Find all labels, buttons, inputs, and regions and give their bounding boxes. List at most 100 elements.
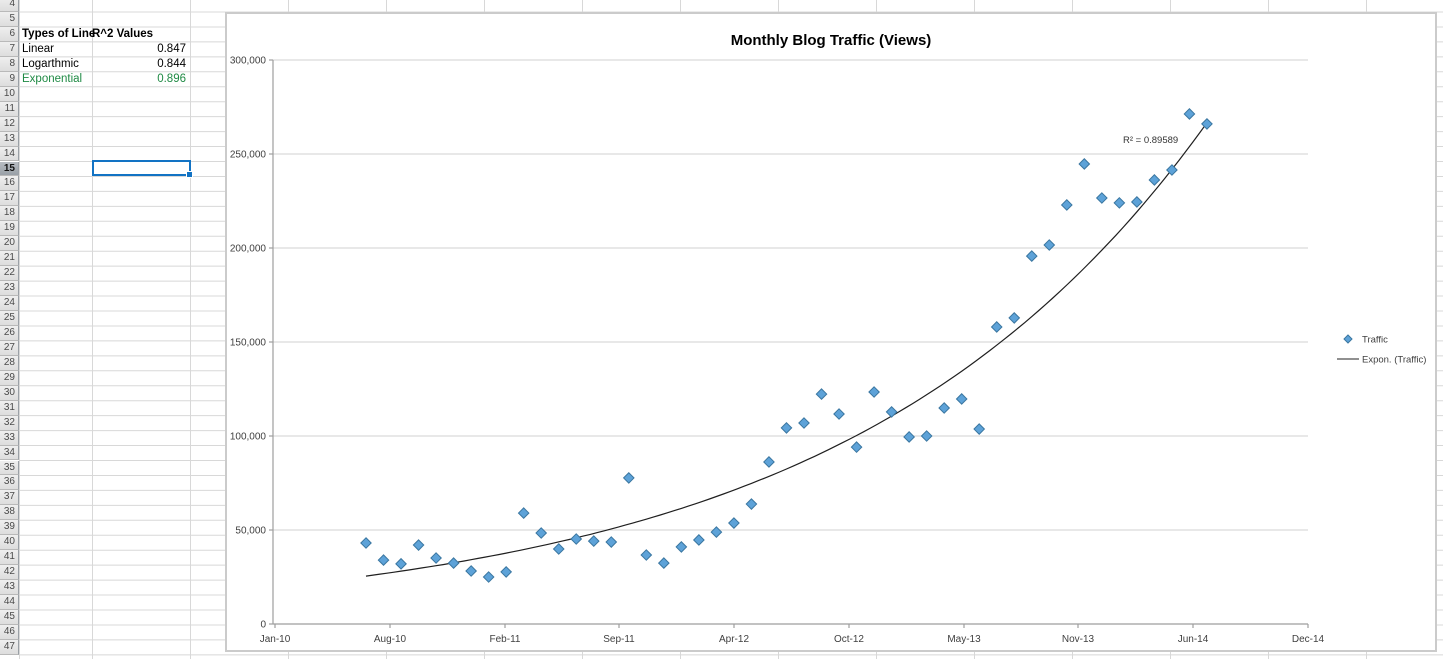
row-header-18[interactable]: 18 bbox=[0, 206, 19, 222]
cell-r2-values-header[interactable]: R^2 Values bbox=[92, 28, 154, 40]
data-point[interactable] bbox=[622, 472, 635, 484]
data-point[interactable] bbox=[973, 423, 986, 435]
data-point[interactable] bbox=[552, 543, 565, 555]
row-header-31[interactable]: 31 bbox=[0, 400, 19, 416]
row-header-42[interactable]: 42 bbox=[0, 565, 19, 581]
row-header-20[interactable]: 20 bbox=[0, 236, 19, 252]
data-point[interactable] bbox=[1130, 196, 1143, 208]
data-point[interactable] bbox=[938, 402, 951, 414]
row-header-16[interactable]: 16 bbox=[0, 176, 19, 192]
data-point[interactable] bbox=[780, 422, 793, 434]
row-header-38[interactable]: 38 bbox=[0, 505, 19, 521]
cell-logarithmic-label[interactable]: Logarthmic bbox=[22, 58, 79, 70]
row-header-10[interactable]: 10 bbox=[0, 86, 19, 102]
data-point[interactable] bbox=[1201, 118, 1213, 130]
row-header-44[interactable]: 44 bbox=[0, 595, 19, 610]
r-squared-label[interactable]: R² = 0.89589 bbox=[1123, 135, 1178, 146]
row-header-46[interactable]: 46 bbox=[0, 624, 19, 640]
row-header-36[interactable]: 36 bbox=[0, 475, 19, 491]
data-point[interactable] bbox=[1166, 164, 1178, 176]
row-header-39[interactable]: 39 bbox=[0, 520, 19, 536]
data-point[interactable] bbox=[395, 557, 407, 570]
data-point[interactable] bbox=[692, 534, 705, 546]
data-point[interactable] bbox=[815, 388, 828, 400]
row-header-47[interactable]: 47 bbox=[0, 639, 19, 655]
cell-linear-label[interactable]: Linear bbox=[22, 43, 54, 55]
row-header-41[interactable]: 41 bbox=[0, 550, 19, 566]
data-point[interactable] bbox=[412, 539, 425, 551]
cell-types-of-line-header[interactable]: Types of Line bbox=[22, 28, 96, 40]
data-point[interactable] bbox=[1113, 196, 1126, 209]
data-point[interactable] bbox=[482, 571, 495, 583]
row-header-4[interactable]: 4 bbox=[0, 0, 19, 12]
chart-title[interactable]: Monthly Blog Traffic (Views) bbox=[731, 32, 932, 49]
legend-expon[interactable]: Expon. (Traffic) bbox=[1337, 355, 1426, 366]
data-point[interactable] bbox=[1008, 312, 1021, 324]
data-point[interactable] bbox=[430, 552, 442, 564]
row-header-7[interactable]: 7 bbox=[0, 41, 19, 57]
data-point[interactable] bbox=[745, 498, 758, 510]
data-point[interactable] bbox=[640, 549, 653, 561]
row-header-45[interactable]: 45 bbox=[0, 610, 19, 625]
data-point[interactable] bbox=[1025, 250, 1038, 262]
row-header-5[interactable]: 5 bbox=[0, 12, 19, 27]
row-header-32[interactable]: 32 bbox=[0, 415, 19, 431]
row-header-35[interactable]: 35 bbox=[0, 460, 19, 476]
row-header-25[interactable]: 25 bbox=[0, 311, 19, 326]
data-point[interactable] bbox=[447, 557, 460, 569]
data-point[interactable] bbox=[605, 536, 618, 548]
data-point[interactable] bbox=[850, 441, 863, 453]
row-header-8[interactable]: 8 bbox=[0, 56, 19, 72]
row-header-17[interactable]: 17 bbox=[0, 191, 19, 207]
data-point[interactable] bbox=[377, 554, 390, 566]
row-header-29[interactable]: 29 bbox=[0, 370, 19, 386]
data-point[interactable] bbox=[798, 417, 810, 429]
row-header-14[interactable]: 14 bbox=[0, 146, 19, 162]
row-header-11[interactable]: 11 bbox=[0, 101, 19, 117]
data-point[interactable] bbox=[990, 321, 1003, 333]
data-point[interactable] bbox=[500, 566, 513, 578]
row-header-6[interactable]: 6 bbox=[0, 26, 19, 42]
data-point[interactable] bbox=[360, 537, 372, 549]
fill-handle[interactable] bbox=[186, 171, 193, 178]
row-header-19[interactable]: 19 bbox=[0, 221, 19, 237]
selected-cell[interactable] bbox=[92, 160, 193, 178]
row-header-22[interactable]: 22 bbox=[0, 266, 19, 282]
data-point[interactable] bbox=[1148, 174, 1161, 186]
chart[interactable]: 300,000 250,000 200,000 150,000 100,000 50,00… bbox=[225, 12, 1437, 652]
data-point[interactable] bbox=[955, 393, 968, 405]
data-point[interactable] bbox=[1078, 158, 1091, 170]
row-header-15[interactable]: 15 bbox=[0, 161, 19, 177]
row-header-23[interactable]: 23 bbox=[0, 281, 19, 297]
row-header-26[interactable]: 26 bbox=[0, 325, 19, 341]
row-header-27[interactable]: 27 bbox=[0, 340, 19, 356]
data-point[interactable] bbox=[833, 408, 845, 420]
row-header-40[interactable]: 40 bbox=[0, 535, 19, 551]
data-point[interactable] bbox=[710, 526, 723, 538]
data-point[interactable] bbox=[675, 541, 688, 553]
cell-exponential-label[interactable]: Exponential bbox=[22, 73, 83, 85]
row-header-21[interactable]: 21 bbox=[0, 251, 19, 267]
row-header-43[interactable]: 43 bbox=[0, 580, 19, 596]
row-header-9[interactable]: 9 bbox=[0, 71, 19, 87]
data-point[interactable] bbox=[1060, 199, 1073, 211]
data-point[interactable] bbox=[517, 507, 530, 519]
cell-logarithmic-value[interactable]: 0.844 bbox=[157, 58, 186, 70]
data-point[interactable] bbox=[903, 431, 916, 443]
data-point[interactable] bbox=[570, 533, 583, 545]
data-point[interactable] bbox=[657, 557, 670, 569]
row-header-33[interactable]: 33 bbox=[0, 430, 19, 446]
data-point[interactable] bbox=[535, 527, 548, 539]
data-point[interactable] bbox=[920, 430, 933, 442]
cell-linear-value[interactable]: 0.847 bbox=[157, 43, 186, 55]
data-point[interactable] bbox=[465, 565, 478, 577]
legend-traffic[interactable]: Traffic bbox=[1343, 334, 1388, 346]
trendline-expon[interactable] bbox=[365, 122, 1208, 577]
cell-exponential-value[interactable]: 0.896 bbox=[157, 73, 186, 85]
data-point[interactable] bbox=[763, 456, 775, 468]
data-point[interactable] bbox=[1043, 239, 1056, 251]
row-header-12[interactable]: 12 bbox=[0, 116, 19, 132]
data-point[interactable] bbox=[868, 386, 880, 398]
row-header-13[interactable]: 13 bbox=[0, 131, 19, 147]
data-point[interactable] bbox=[587, 535, 600, 547]
